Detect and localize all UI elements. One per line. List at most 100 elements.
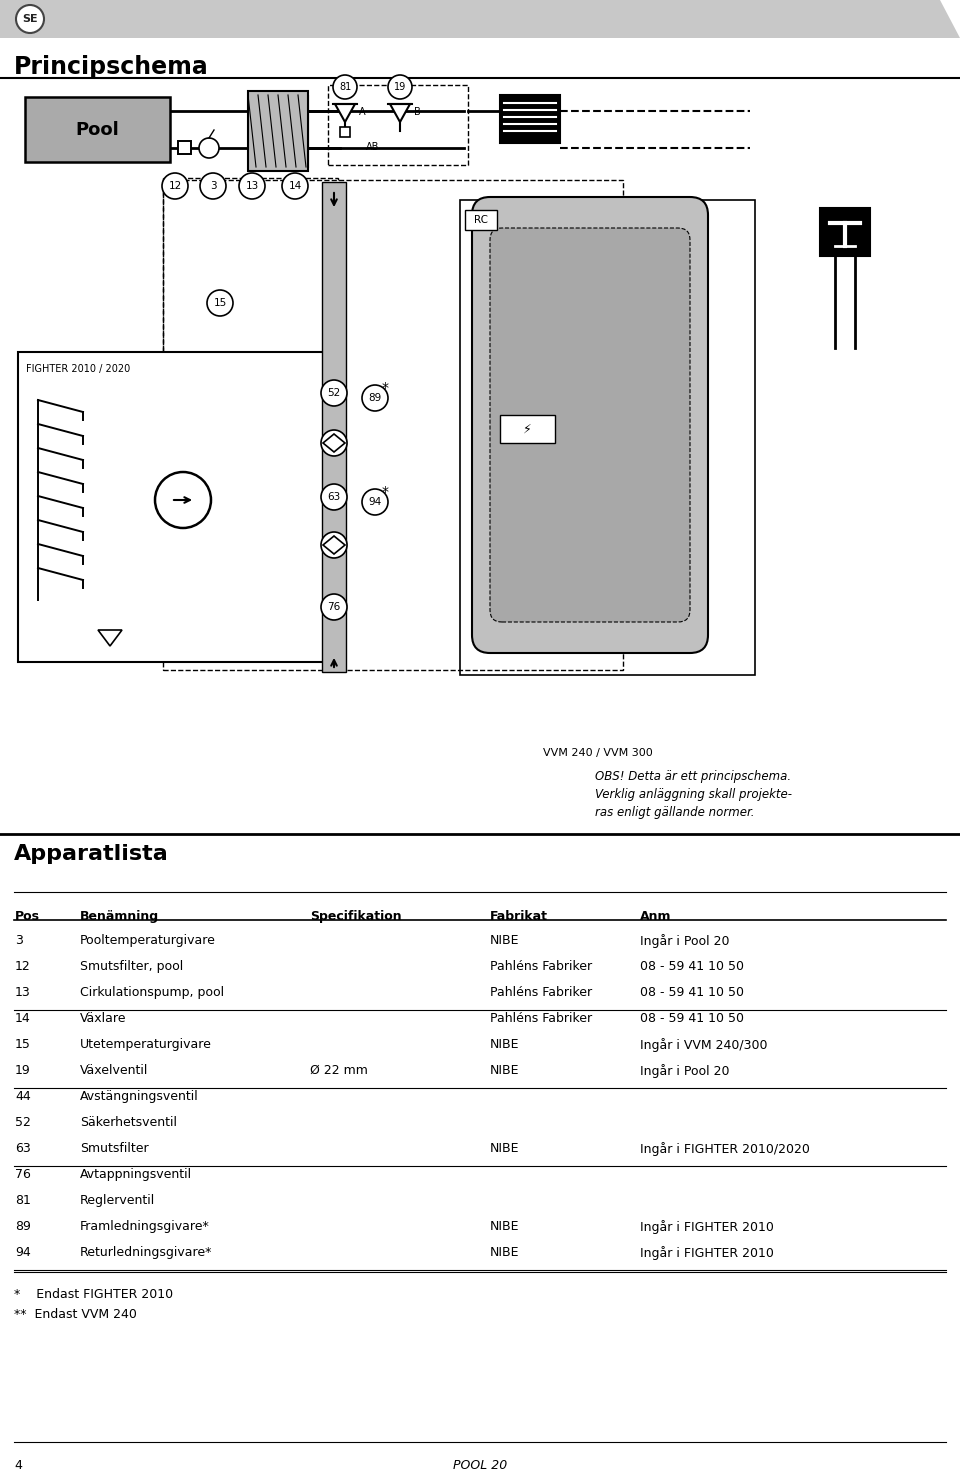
Polygon shape <box>390 104 410 122</box>
Text: 81: 81 <box>15 1194 31 1208</box>
Text: Ingår i FIGHTER 2010: Ingår i FIGHTER 2010 <box>640 1219 774 1234</box>
Text: 52: 52 <box>327 388 341 398</box>
Circle shape <box>282 173 308 198</box>
Circle shape <box>333 75 357 98</box>
Text: 14: 14 <box>288 181 301 191</box>
Text: Ingår i FIGHTER 2010: Ingår i FIGHTER 2010 <box>640 1246 774 1260</box>
Circle shape <box>239 173 265 198</box>
Bar <box>465 210 497 231</box>
Text: Avtappningsventil: Avtappningsventil <box>80 1168 192 1181</box>
Bar <box>25 97 170 162</box>
Text: 76: 76 <box>327 602 341 613</box>
Text: 52: 52 <box>15 1116 31 1130</box>
Polygon shape <box>335 104 355 122</box>
Text: Utetemperaturgivare: Utetemperaturgivare <box>80 1039 212 1050</box>
Text: 94: 94 <box>369 497 382 507</box>
Bar <box>163 181 623 670</box>
Text: Pos: Pos <box>15 909 40 923</box>
Bar <box>820 209 870 256</box>
Text: NIBE: NIBE <box>490 1219 519 1232</box>
Text: Växlare: Växlare <box>80 1012 127 1025</box>
Text: 15: 15 <box>15 1039 31 1050</box>
Text: A: A <box>359 107 366 118</box>
Circle shape <box>321 430 347 455</box>
Text: Ingår i Pool 20: Ingår i Pool 20 <box>640 934 730 948</box>
Bar <box>500 95 560 142</box>
Text: 08 - 59 41 10 50: 08 - 59 41 10 50 <box>640 986 744 999</box>
Circle shape <box>321 380 347 405</box>
Text: 76: 76 <box>15 1168 31 1181</box>
Text: Pahléns Fabriker: Pahléns Fabriker <box>490 986 592 999</box>
Text: NIBE: NIBE <box>490 934 519 948</box>
Bar <box>500 416 555 444</box>
Circle shape <box>388 75 412 98</box>
Polygon shape <box>323 433 345 452</box>
Bar <box>460 200 755 674</box>
Text: Smutsfilter, pool: Smutsfilter, pool <box>80 961 183 972</box>
Text: 15: 15 <box>213 298 227 308</box>
Text: 44: 44 <box>15 1090 31 1103</box>
Text: FIGHTER 2010 / 2020: FIGHTER 2010 / 2020 <box>26 364 131 375</box>
Text: 19: 19 <box>394 82 406 93</box>
Text: ras enligt gällande normer.: ras enligt gällande normer. <box>595 806 755 820</box>
Text: SE: SE <box>22 15 37 24</box>
Circle shape <box>155 472 211 527</box>
Circle shape <box>16 4 44 32</box>
Text: Ingår i Pool 20: Ingår i Pool 20 <box>640 1064 730 1078</box>
Text: Ø 22 mm: Ø 22 mm <box>310 1064 368 1077</box>
Text: 3: 3 <box>209 181 216 191</box>
Text: NIBE: NIBE <box>490 1246 519 1259</box>
Text: Benämning: Benämning <box>80 909 159 923</box>
Text: 08 - 59 41 10 50: 08 - 59 41 10 50 <box>640 961 744 972</box>
Circle shape <box>199 138 219 159</box>
Text: *: * <box>381 485 389 499</box>
Bar <box>178 141 191 154</box>
Circle shape <box>321 532 347 558</box>
Text: Pahléns Fabriker: Pahléns Fabriker <box>490 961 592 972</box>
Bar <box>328 85 468 165</box>
Text: 89: 89 <box>369 394 382 403</box>
Text: 44: 44 <box>327 438 341 448</box>
Text: Pooltemperaturgivare: Pooltemperaturgivare <box>80 934 216 948</box>
Circle shape <box>207 289 233 316</box>
Text: Principschema: Principschema <box>14 54 208 79</box>
Text: Anm: Anm <box>640 909 671 923</box>
Circle shape <box>200 173 226 198</box>
Text: Ingår i VVM 240/300: Ingår i VVM 240/300 <box>640 1039 767 1052</box>
Text: 44: 44 <box>327 541 341 549</box>
Text: Verklig anläggning skall projekte-: Verklig anläggning skall projekte- <box>595 787 792 801</box>
Text: NIBE: NIBE <box>490 1039 519 1050</box>
Text: Smutsfilter: Smutsfilter <box>80 1141 149 1155</box>
Text: 12: 12 <box>15 961 31 972</box>
FancyBboxPatch shape <box>490 228 690 621</box>
Text: Framledningsgivare*: Framledningsgivare* <box>80 1219 209 1232</box>
Text: 63: 63 <box>327 492 341 502</box>
Bar <box>322 182 346 671</box>
Text: 81: 81 <box>339 82 351 93</box>
Bar <box>340 126 350 137</box>
Text: 89: 89 <box>15 1219 31 1232</box>
Bar <box>163 178 338 638</box>
Text: 3: 3 <box>15 934 23 948</box>
Text: Säkerhetsventil: Säkerhetsventil <box>80 1116 177 1130</box>
Text: VVM 240 / VVM 300: VVM 240 / VVM 300 <box>543 748 653 758</box>
Text: Fabrikat: Fabrikat <box>490 909 548 923</box>
Bar <box>248 91 308 170</box>
Text: B: B <box>414 107 420 118</box>
Text: 14: 14 <box>15 1012 31 1025</box>
Circle shape <box>321 483 347 510</box>
Text: NIBE: NIBE <box>490 1064 519 1077</box>
Text: 13: 13 <box>15 986 31 999</box>
Text: 13: 13 <box>246 181 258 191</box>
FancyBboxPatch shape <box>472 197 708 654</box>
Text: *: * <box>381 380 389 395</box>
Polygon shape <box>323 536 345 554</box>
Text: Pahléns Fabriker: Pahléns Fabriker <box>490 1012 592 1025</box>
Text: 94: 94 <box>15 1246 31 1259</box>
Text: 08 - 59 41 10 50: 08 - 59 41 10 50 <box>640 1012 744 1025</box>
Polygon shape <box>0 0 960 38</box>
Text: NIBE: NIBE <box>490 1141 519 1155</box>
Text: ⚡: ⚡ <box>522 423 532 435</box>
Circle shape <box>362 385 388 411</box>
Text: Reglerventil: Reglerventil <box>80 1194 156 1208</box>
